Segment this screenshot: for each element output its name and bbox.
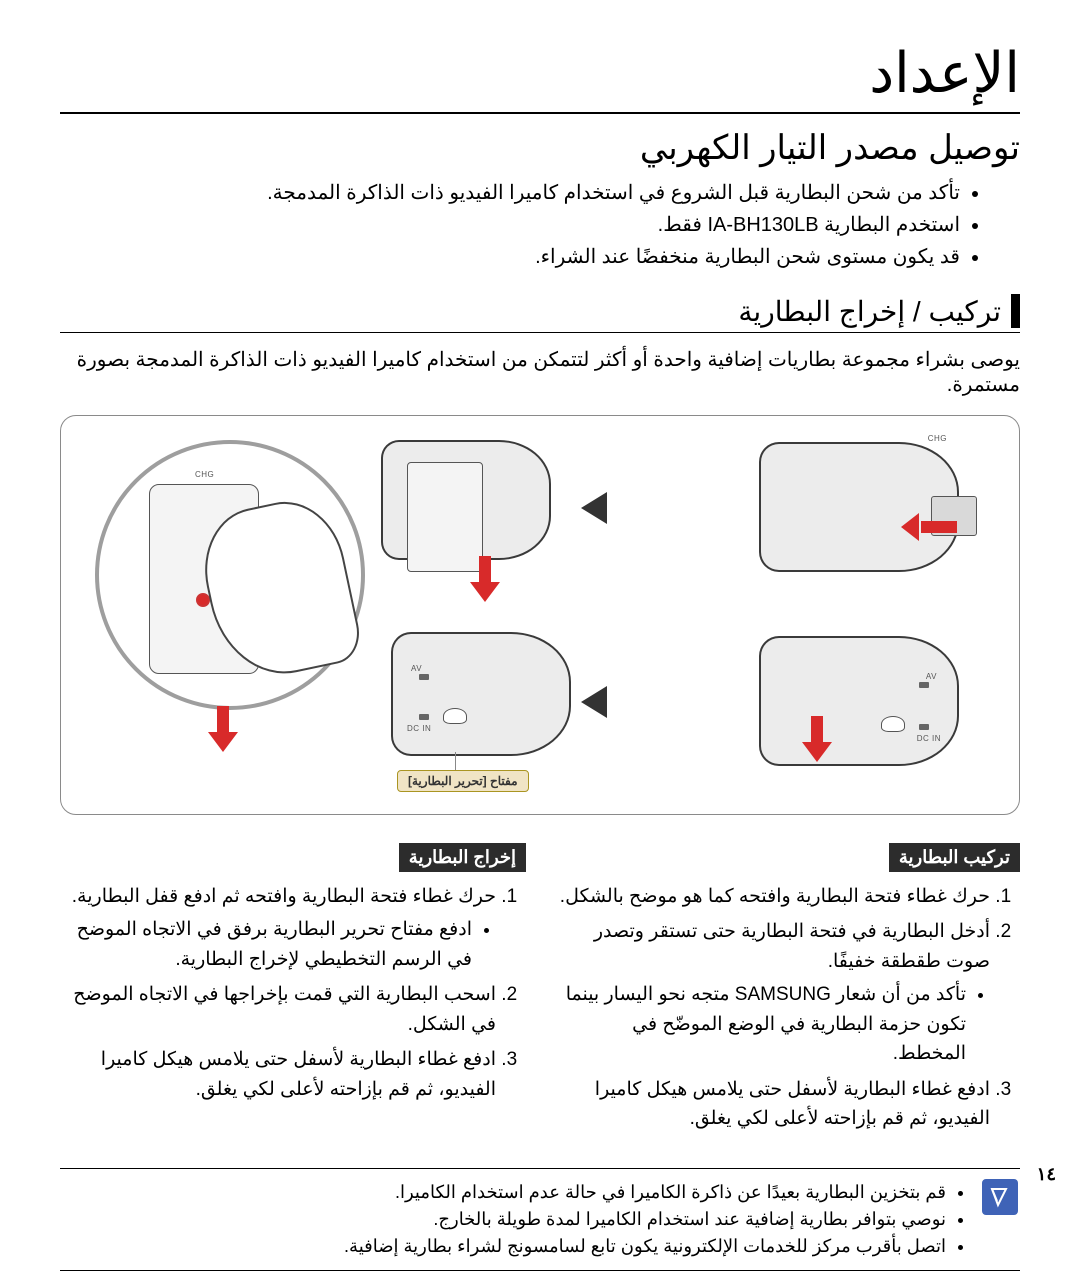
battery-diagram: CHG AV DC IN AV DC IN CHG مفتاح [تحرير ا… bbox=[60, 415, 1020, 815]
page-number: ١٤ bbox=[1037, 1164, 1056, 1185]
open-cover-icon bbox=[407, 462, 483, 572]
page-title: الإعداد bbox=[60, 40, 1020, 114]
red-arrow-left-icon bbox=[901, 516, 957, 538]
intro-bullet-list: تأكد من شحن البطارية قبل الشروع في استخد… bbox=[60, 178, 1020, 272]
chg-label: CHG bbox=[928, 434, 947, 443]
step-item: أدخل البطارية في فتحة البطارية حتى تستقر… bbox=[554, 917, 990, 1068]
dcin-label: DC IN bbox=[917, 734, 941, 743]
red-arrow-down-icon bbox=[211, 706, 235, 756]
step-item: حرك غطاء فتحة البطارية وافتحه ثم ادفع قف… bbox=[60, 882, 496, 974]
subsection-header-row: تركيب / إخراج البطارية bbox=[60, 294, 1020, 333]
camera-ports-left-icon: AV DC IN bbox=[391, 632, 571, 756]
release-switch-icon bbox=[443, 708, 467, 724]
eject-battery-column: إخراج البطارية حرك غطاء فتحة البطارية وا… bbox=[60, 843, 526, 1140]
camera-closed-icon: CHG bbox=[759, 442, 959, 572]
callout-circle-icon: CHG bbox=[95, 440, 365, 710]
step-sub-item: ادفع مفتاح تحرير البطارية برفق في الاتجا… bbox=[60, 915, 472, 974]
subsection-description: يوصى بشراء مجموعة بطاريات إضافية واحدة أ… bbox=[60, 347, 1020, 397]
dcin-label: DC IN bbox=[407, 724, 431, 733]
step-item: ادفع غطاء البطارية لأسفل حتى يلامس هيكل … bbox=[554, 1075, 990, 1134]
note-list: قم بتخزين البطارية بعيدًا عن ذاكرة الكام… bbox=[344, 1179, 968, 1260]
step-item: اسحب البطارية التي قمت بإخراجها في الاتج… bbox=[60, 980, 496, 1039]
eject-header: إخراج البطارية bbox=[399, 843, 526, 872]
note-box: قم بتخزين البطارية بعيدًا عن ذاكرة الكام… bbox=[60, 1168, 1020, 1271]
leader-line-icon bbox=[455, 752, 456, 770]
play-arrow-icon bbox=[581, 686, 607, 718]
eject-steps-list: حرك غطاء فتحة البطارية وافتحه ثم ادفع قف… bbox=[60, 882, 526, 1104]
step-item: ادفع غطاء البطارية لأسفل حتى يلامس هيكل … bbox=[60, 1045, 496, 1104]
red-arrow-down-icon bbox=[473, 556, 497, 606]
red-arrow-down-icon bbox=[805, 716, 829, 766]
note-item: اتصل بأقرب مركز للخدمات الإلكترونية يكون… bbox=[344, 1233, 946, 1260]
play-arrow-icon bbox=[581, 492, 607, 524]
note-item: قم بتخزين البطارية بعيدًا عن ذاكرة الكام… bbox=[344, 1179, 946, 1206]
intro-bullet: قد يكون مستوى شحن البطارية منخفضًا عند ا… bbox=[60, 242, 960, 272]
subsection-bar-icon bbox=[1011, 294, 1020, 328]
av-label: AV bbox=[411, 664, 422, 673]
intro-bullet: استخدم البطارية IA-BH130LB فقط. bbox=[60, 210, 960, 240]
steps-two-column: تركيب البطارية حرك غطاء فتحة البطارية وا… bbox=[60, 843, 1020, 1140]
insert-header: تركيب البطارية bbox=[889, 843, 1020, 872]
step-sub-item: تأكد من أن شعار SAMSUNG متجه نحو اليسار … bbox=[554, 980, 966, 1068]
release-switch-icon bbox=[881, 716, 905, 732]
chg-label: CHG bbox=[195, 470, 214, 479]
step-item: حرك غطاء فتحة البطارية وافتحه كما هو موض… bbox=[554, 882, 990, 911]
insert-steps-list: حرك غطاء فتحة البطارية وافتحه كما هو موض… bbox=[554, 882, 1020, 1134]
insert-battery-column: تركيب البطارية حرك غطاء فتحة البطارية وا… bbox=[554, 843, 1020, 1140]
section-title: توصيل مصدر التيار الكهربي bbox=[60, 128, 1020, 168]
switch-release-label: مفتاح [تحرير البطارية] bbox=[397, 770, 529, 792]
subsection-title: تركيب / إخراج البطارية bbox=[738, 295, 1001, 328]
intro-bullet: تأكد من شحن البطارية قبل الشروع في استخد… bbox=[60, 178, 960, 208]
note-icon bbox=[982, 1179, 1018, 1215]
av-label: AV bbox=[926, 672, 937, 681]
note-item: نوصي بتوافر بطارية إضافية عند استخدام ال… bbox=[344, 1206, 946, 1233]
camera-ports-right-icon: AV DC IN bbox=[759, 636, 959, 766]
